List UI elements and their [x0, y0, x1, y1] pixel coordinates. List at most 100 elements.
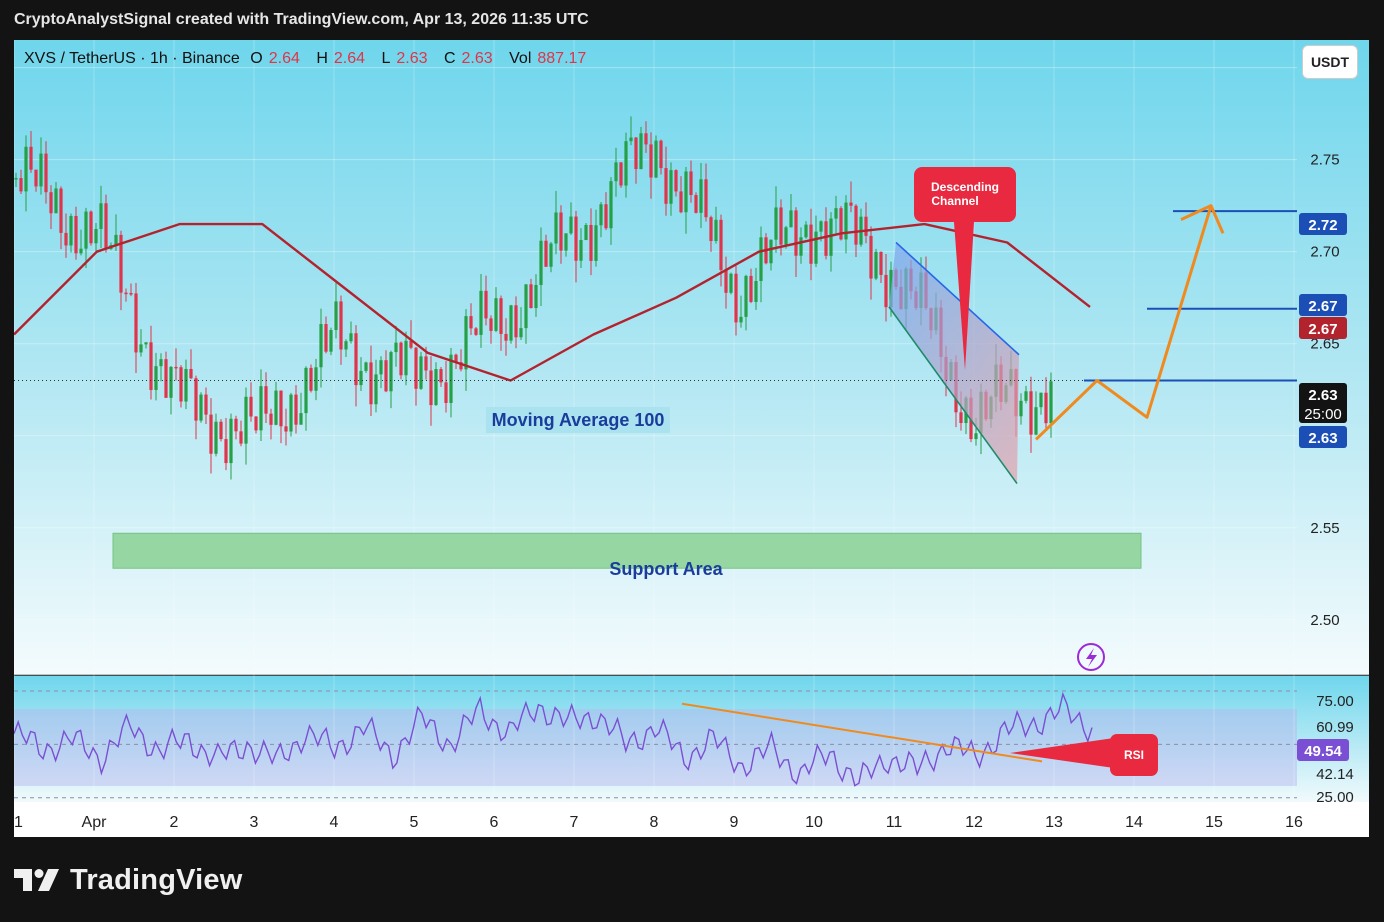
x-tick-label: 10 — [805, 814, 823, 831]
candle-body — [699, 179, 703, 213]
currency-button[interactable]: USDT — [1302, 45, 1358, 79]
legend-open: 2.64 — [268, 50, 300, 67]
price-badge-level-text: 2.67 — [1308, 298, 1337, 315]
candle-body — [659, 140, 663, 169]
candle-body — [649, 144, 653, 178]
candle-body — [29, 146, 33, 170]
x-tick-label: 31 — [14, 814, 23, 831]
candle-body — [24, 146, 28, 192]
candle-body — [574, 216, 578, 261]
x-tick-label: 7 — [570, 814, 579, 831]
x-tick-label: Apr — [82, 814, 108, 831]
candle-body — [749, 275, 753, 302]
price-badge-ma — [1299, 317, 1347, 339]
candle-body — [594, 225, 598, 261]
candle-body — [39, 153, 43, 187]
x-tick-label: 2 — [170, 814, 179, 831]
candle-body — [414, 347, 418, 389]
chart-svg[interactable]: 2.502.552.602.652.702.752.80 31Apr234567… — [14, 40, 1369, 837]
candle-body — [364, 362, 368, 371]
candle-body — [644, 133, 648, 145]
candle-body — [544, 240, 548, 267]
candle-body — [624, 141, 628, 186]
candle-body — [249, 396, 253, 417]
rsi-axis-ma: 60.99 — [1316, 719, 1354, 736]
candle-body — [269, 413, 273, 425]
y-tick-label: 2.50 — [1310, 612, 1339, 629]
price-badge-low — [1299, 426, 1347, 448]
candle-body — [769, 239, 773, 264]
candle-body — [329, 330, 333, 352]
candle-body — [564, 233, 568, 251]
candle-body — [479, 290, 483, 335]
support-label: Support Area — [609, 559, 723, 579]
candle-body — [804, 224, 808, 238]
candle-body — [209, 414, 213, 454]
price-badge-target-text: 2.72 — [1308, 217, 1337, 234]
legend-l-label: L — [381, 50, 391, 67]
main-pane[interactable] — [14, 40, 1369, 675]
price-badge-low-text: 2.63 — [1308, 430, 1337, 447]
candle-body — [689, 171, 693, 196]
candle-body — [404, 340, 408, 376]
candle-body — [94, 228, 98, 244]
candle-body — [444, 382, 448, 403]
candle-body — [584, 224, 588, 241]
candle-body — [1019, 400, 1023, 417]
candle-body — [839, 208, 843, 240]
candle-body — [529, 284, 533, 309]
candle-body — [464, 316, 468, 370]
candle-body — [159, 359, 163, 367]
candle-body — [669, 170, 673, 204]
price-badge-target — [1299, 213, 1347, 235]
candle-body — [1044, 392, 1048, 424]
lightning-icon-bolt — [1086, 648, 1097, 667]
chart-credit: CryptoAnalystSignal created with Trading… — [14, 11, 589, 28]
time-axis[interactable] — [14, 802, 1369, 837]
support-zone — [112, 532, 1142, 569]
candle-body — [34, 169, 38, 187]
x-tick-label: 13 — [1045, 814, 1063, 831]
candle-body — [1029, 391, 1033, 435]
candle-body — [359, 370, 363, 386]
candle-body — [199, 394, 203, 421]
candle-body — [239, 431, 243, 444]
candle-body — [814, 231, 818, 264]
legend-symbol[interactable]: XVS / TetherUS · 1h · Binance — [24, 50, 240, 67]
candle-body — [589, 224, 593, 261]
chart-area[interactable]: 2.502.552.602.652.702.752.80 31Apr234567… — [14, 40, 1369, 837]
candle-body — [19, 178, 23, 192]
candle-body — [484, 290, 488, 319]
candle-body — [559, 212, 563, 251]
tradingview-logo[interactable]: TradingView — [14, 863, 243, 897]
candle-body — [799, 237, 803, 256]
x-tick-label: 5 — [410, 814, 419, 831]
candle-body — [844, 202, 848, 240]
tradingview-logo-icon — [14, 869, 59, 891]
rsi-axis-upper: 75.00 — [1316, 693, 1354, 710]
candle-body — [429, 370, 433, 406]
candle-body — [599, 204, 603, 226]
x-tick-label: 4 — [330, 814, 339, 831]
x-tick-label: 15 — [1205, 814, 1223, 831]
candle-body — [784, 227, 788, 245]
candle-body — [449, 354, 453, 403]
candle-body — [474, 328, 478, 335]
channel-callout — [914, 167, 1016, 222]
support-area — [112, 532, 1142, 569]
candle-body — [519, 328, 523, 338]
candle-body — [284, 426, 288, 432]
rsi-badge-value — [1297, 739, 1349, 761]
price-axis[interactable] — [1297, 40, 1369, 675]
moving-average-line — [14, 222, 1091, 382]
candle-body — [719, 219, 723, 271]
candle-body — [79, 248, 83, 254]
legend-close: 2.63 — [461, 50, 493, 67]
legend-h-label: H — [316, 50, 328, 67]
lightning-icon[interactable] — [1077, 643, 1105, 671]
candle-body — [744, 275, 748, 317]
price-badge-current-text: 2.63 — [1308, 387, 1337, 404]
candle-body — [119, 234, 123, 293]
candle-body — [869, 235, 873, 279]
candle-body — [639, 133, 643, 170]
